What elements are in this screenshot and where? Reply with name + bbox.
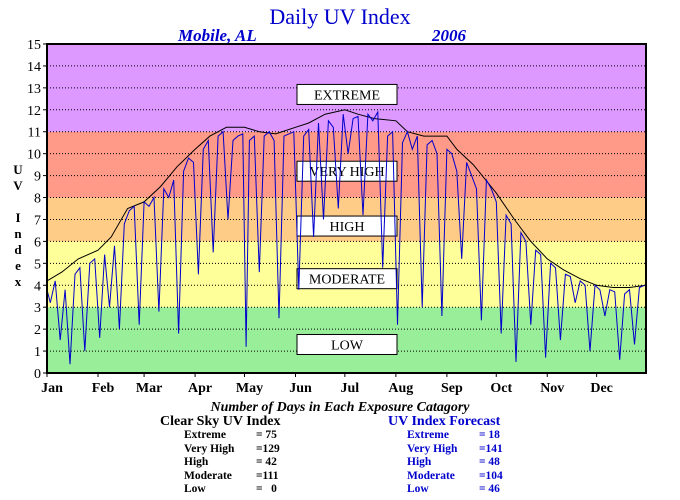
y-tick-label: 1	[34, 345, 41, 360]
y-axis-label: U V I n d e x	[12, 162, 24, 290]
y-label-char: x	[14, 274, 22, 289]
clear-sky-row: Moderate =111	[184, 470, 280, 484]
x-tick-label: Nov	[540, 381, 564, 396]
row-value: =104	[479, 469, 503, 482]
subtitle-year: 2006	[432, 26, 466, 45]
y-label-char: U	[13, 162, 23, 177]
x-tick-label: Sep	[441, 381, 463, 396]
band-label: LOW	[331, 338, 364, 353]
row-label: Low	[407, 483, 429, 495]
days-caption: Number of Days in Each Exposure Catagory	[210, 400, 470, 415]
row-value: = 0	[256, 483, 277, 495]
row-label: High	[407, 456, 432, 468]
row-value: =111	[256, 469, 279, 482]
x-tick-label: Dec	[590, 381, 613, 396]
clear-sky-row: Extreme = 75	[184, 429, 280, 443]
x-tick-label: Apr	[188, 381, 212, 396]
row-label: Extreme	[407, 429, 449, 441]
y-tick-label: 11	[28, 126, 41, 141]
y-tick-label: 2	[34, 323, 41, 338]
forecast-table: Extreme = 18 Very High =141 High = 48 Moder…	[407, 429, 503, 497]
y-tick-label: 12	[27, 104, 41, 119]
plot-frame	[46, 43, 647, 374]
y-tick-label: 10	[27, 148, 41, 163]
y-tick-label: 13	[27, 82, 41, 97]
chart-title: Daily UV Index	[269, 4, 411, 29]
y-label-char	[12, 194, 24, 210]
band-label-box	[296, 333, 398, 355]
y-tick-label: 9	[34, 170, 41, 185]
row-label: High	[184, 456, 209, 468]
band-label: EXTREME	[314, 88, 380, 103]
forecast-row: Very High =141	[407, 443, 503, 457]
row-value: =141	[479, 442, 503, 455]
row-value: = 18	[479, 429, 500, 441]
y-label-char: d	[14, 242, 22, 257]
y-tick-label: 7	[34, 213, 41, 228]
row-label: Moderate	[184, 469, 232, 482]
row-value: = 48	[479, 456, 500, 468]
x-tick-label: Jan	[41, 381, 63, 396]
clear-sky-title: Clear Sky UV Index	[160, 414, 281, 429]
subtitle-location: Mobile, AL	[178, 26, 257, 45]
x-tick-label: Jun	[289, 381, 312, 396]
row-value: = 42	[256, 456, 277, 468]
row-value: = 75	[256, 429, 277, 441]
clear-sky-row: High = 42	[184, 456, 280, 470]
band-label-box	[296, 160, 398, 182]
y-tick-label: 6	[34, 235, 41, 250]
row-label: Very High	[184, 442, 235, 455]
x-tick-label: Jul	[341, 381, 360, 396]
y-tick-label: 3	[34, 301, 41, 316]
series-line-forecast	[46, 110, 645, 365]
band-label-box	[296, 268, 398, 290]
forecast-row: Extreme = 18	[407, 429, 503, 443]
clear-sky-row: Low = 0	[184, 483, 280, 497]
forecast-row: Moderate =104	[407, 470, 503, 484]
x-tick-label: Oct	[490, 381, 512, 396]
y-tick-label: 8	[34, 192, 41, 207]
band-label: MODERATE	[309, 273, 385, 288]
row-label: Extreme	[184, 429, 226, 441]
band-label-box	[296, 83, 398, 105]
y-tick-label: 4	[34, 279, 41, 294]
forecast-title: UV Index Forecast	[388, 414, 501, 429]
band-label: HIGH	[330, 220, 365, 235]
y-tick-label: 15	[27, 38, 41, 53]
forecast-row: Low = 46	[407, 483, 503, 497]
row-value: = 46	[479, 483, 500, 495]
row-value: =129	[256, 442, 280, 455]
row-label: Low	[184, 483, 206, 495]
clear-sky-table: Extreme = 75 Very High =129 High = 42 Moder…	[184, 429, 280, 497]
row-label: Very High	[407, 442, 458, 455]
band-label: VERY HIGH	[309, 165, 384, 180]
x-tick-label: Mar	[136, 381, 162, 396]
x-tick-label: Feb	[92, 381, 115, 396]
y-label-char: n	[14, 226, 22, 241]
y-tick-label: 14	[27, 60, 41, 75]
y-label-char: e	[15, 258, 21, 273]
y-tick-label: 5	[34, 257, 41, 272]
x-tick-label: May	[236, 381, 263, 396]
y-tick-label: 0	[34, 367, 41, 382]
x-tick-label: Aug	[388, 381, 413, 396]
y-label-char: V	[13, 178, 23, 193]
clear-sky-row: Very High =129	[184, 443, 280, 457]
row-label: Moderate	[407, 469, 455, 482]
y-label-char: I	[15, 210, 21, 225]
forecast-row: High = 48	[407, 456, 503, 470]
